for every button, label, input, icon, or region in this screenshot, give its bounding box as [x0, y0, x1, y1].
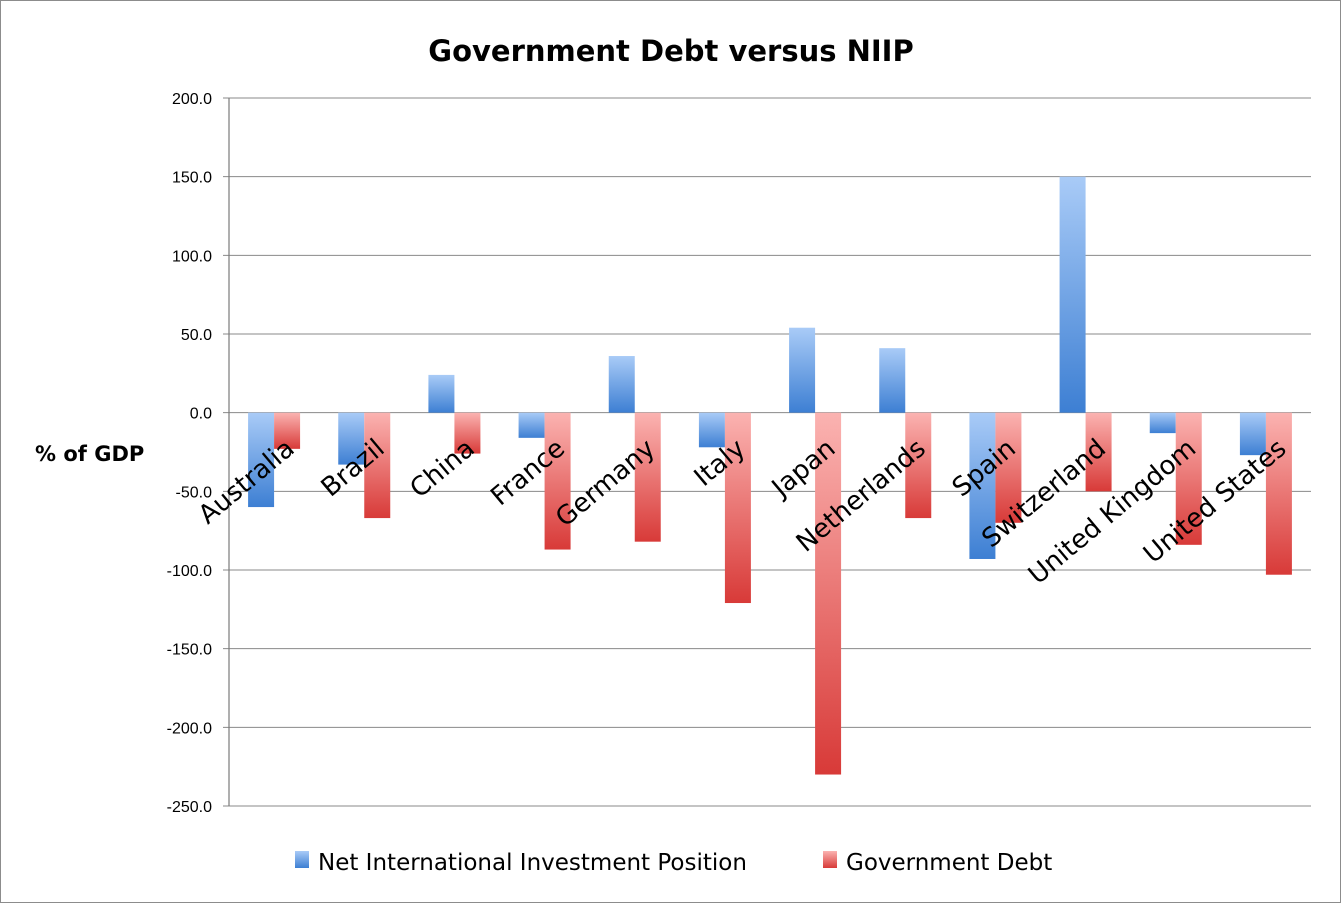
- bar-niip-netherlands: [879, 348, 906, 413]
- y-tick-label: -150.0: [167, 642, 212, 659]
- y-axis-label: % of GDP: [35, 442, 144, 466]
- legend: Net International Investment Position Go…: [295, 850, 1052, 876]
- legend-label-niip: Net International Investment Position: [318, 850, 747, 876]
- y-tick-label: 0.0: [190, 406, 212, 423]
- bar-niip-italy: [698, 412, 725, 448]
- bar-niip-germany: [608, 356, 635, 413]
- bar-niip-china: [428, 374, 455, 413]
- category-label-australia: Australia: [193, 433, 300, 530]
- gridlines: [223, 97, 1311, 807]
- bar-niip-united-kingdom: [1149, 412, 1176, 434]
- y-tick-label: 50.0: [181, 327, 212, 344]
- bar-debt-spain: [995, 412, 1022, 523]
- bar-debt-australia: [274, 412, 301, 449]
- bar-debt-japan: [815, 412, 842, 775]
- y-tick-label: -50.0: [176, 484, 213, 501]
- y-tick-label: -100.0: [167, 563, 212, 580]
- y-tick-label: -200.0: [167, 720, 212, 737]
- category-label-united-kingdom: United Kingdom: [1023, 433, 1202, 590]
- chart-title: Government Debt versus NIIP: [428, 34, 913, 68]
- bar-niip-france: [518, 412, 545, 438]
- bar-debt-netherlands: [905, 412, 932, 519]
- legend-label-debt: Government Debt: [846, 850, 1052, 876]
- category-label-china: China: [405, 433, 481, 504]
- bar-debt-germany: [634, 412, 661, 542]
- bar-debt-switzerland: [1085, 412, 1112, 492]
- bar-debt-brazil: [364, 412, 391, 519]
- bar-niip-spain: [969, 412, 996, 559]
- bar-debt-france: [544, 412, 571, 550]
- bars: [248, 176, 1292, 775]
- y-tick-label: 200.0: [172, 91, 212, 108]
- bar-debt-united-states: [1265, 412, 1292, 575]
- bar-debt-italy: [724, 412, 751, 604]
- y-tick-label: 100.0: [172, 248, 212, 265]
- bar-niip-united-states: [1239, 412, 1266, 456]
- legend-swatch-niip: [295, 851, 309, 868]
- bar-niip-switzerland: [1059, 176, 1086, 413]
- y-tick-labels: 200.0 150.0 100.0 50.0 0.0 -50.0 -100.0 -150.0 -…: [167, 91, 212, 816]
- bar-debt-china: [454, 412, 481, 454]
- bar-niip-australia: [248, 412, 275, 508]
- bar-niip-brazil: [338, 412, 365, 465]
- y-tick-label: -250.0: [167, 799, 212, 816]
- bar-niip-japan: [789, 327, 816, 413]
- bar-debt-united-kingdom: [1175, 412, 1202, 545]
- legend-swatch-debt: [823, 851, 837, 868]
- y-tick-label: 150.0: [172, 170, 212, 187]
